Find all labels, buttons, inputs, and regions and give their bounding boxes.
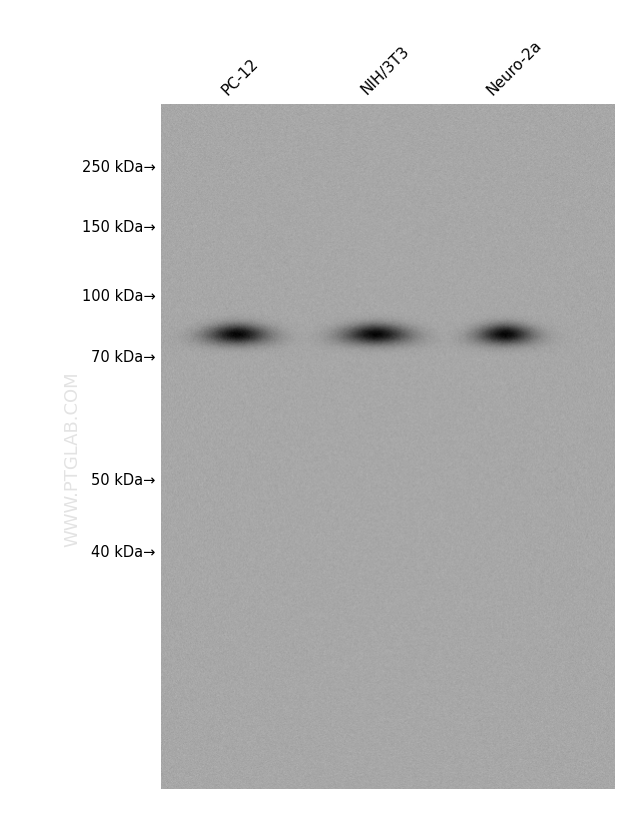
Text: 40 kDa→: 40 kDa→ (91, 545, 156, 560)
Text: 150 kDa→: 150 kDa→ (82, 220, 156, 235)
Text: 250 kDa→: 250 kDa→ (82, 159, 156, 175)
Text: WWW.PTGLAB.COM: WWW.PTGLAB.COM (64, 372, 81, 547)
Text: PC-12: PC-12 (219, 56, 261, 98)
Text: Neuro-2a: Neuro-2a (484, 37, 544, 98)
Text: 50 kDa→: 50 kDa→ (91, 473, 156, 488)
Text: 70 kDa→: 70 kDa→ (91, 350, 156, 365)
Text: NIH/3T3: NIH/3T3 (358, 43, 412, 98)
Text: 100 kDa→: 100 kDa→ (82, 289, 156, 304)
